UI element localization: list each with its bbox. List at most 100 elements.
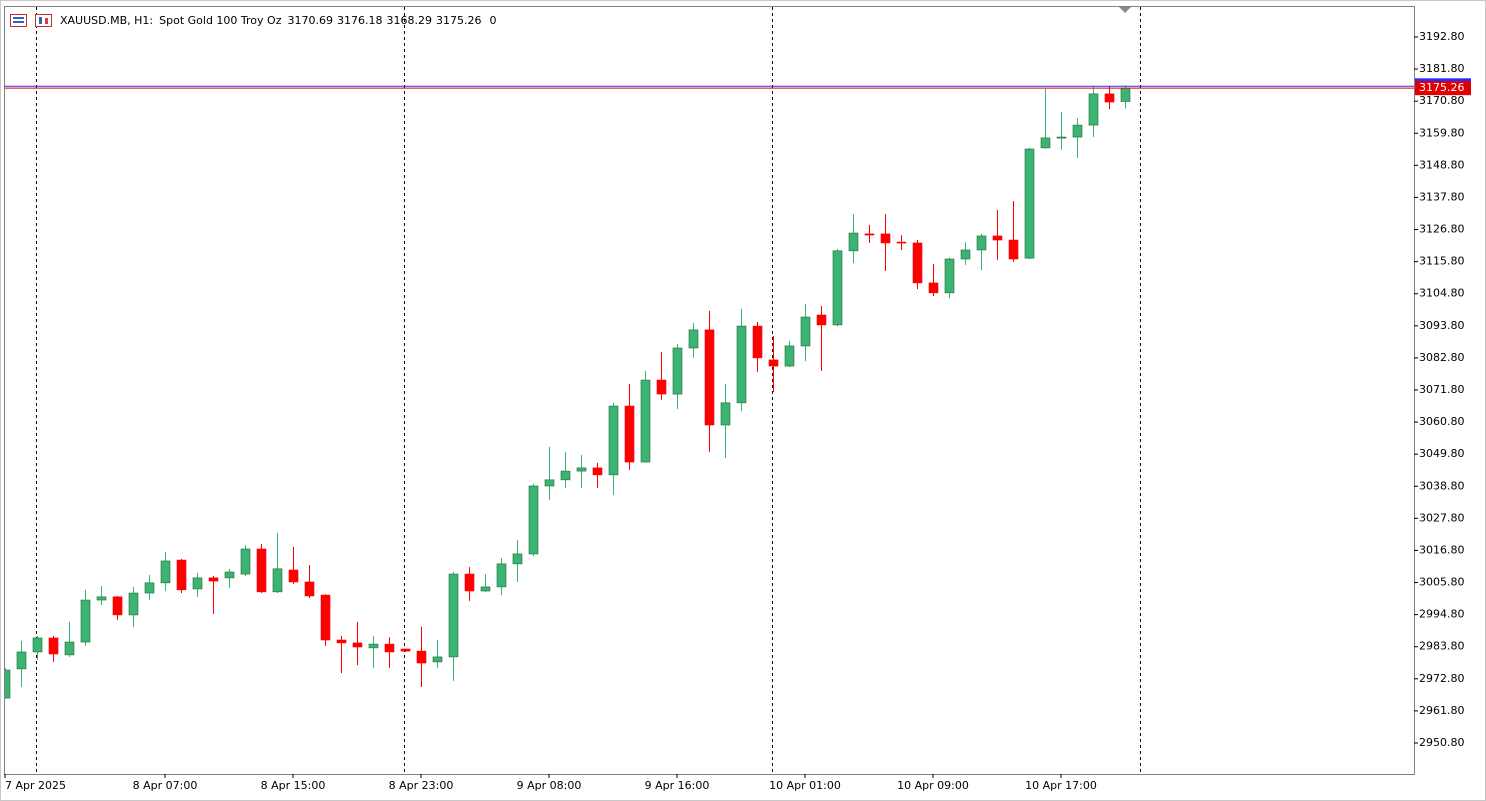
y-tick-label: 3093.80 — [1419, 319, 1465, 332]
candle-body — [32, 637, 43, 653]
y-tick-label: 3115.80 — [1419, 255, 1465, 268]
candle-body — [432, 656, 443, 663]
y-tick-label: 3137.80 — [1419, 190, 1465, 203]
candle-body — [80, 599, 91, 643]
candle-body — [608, 405, 619, 476]
candle-body — [400, 648, 411, 652]
candle-body — [528, 485, 539, 555]
candle-body — [1120, 87, 1131, 102]
y-tick-label: 2950.80 — [1419, 736, 1465, 749]
candle-body — [704, 329, 715, 426]
candle-body — [304, 581, 315, 597]
chart-icon[interactable] — [35, 13, 52, 27]
y-tick-label: 3148.80 — [1419, 158, 1465, 171]
candle-body — [96, 596, 107, 601]
x-tick-label: 9 Apr 16:00 — [645, 779, 710, 792]
candle-body — [752, 325, 763, 359]
candle-body — [848, 232, 859, 252]
candle-body — [880, 233, 891, 244]
candle-body — [240, 548, 251, 575]
y-tick-label: 2994.80 — [1419, 608, 1465, 621]
candle-body — [960, 249, 971, 260]
candle-body — [1072, 124, 1083, 138]
x-tick-label: 10 Apr 01:00 — [769, 779, 841, 792]
candle-body — [544, 479, 555, 487]
x-tick-label: 10 Apr 09:00 — [897, 779, 969, 792]
x-tick-label: 7 Apr 2025 — [5, 779, 66, 792]
y-tick-label: 3192.80 — [1419, 30, 1465, 43]
y-tick-label: 3181.80 — [1419, 62, 1465, 75]
candle-body — [5, 669, 11, 699]
chart-header: XAUUSD.MB, H1: Spot Gold 100 Troy Oz 317… — [10, 12, 502, 28]
last-open: 3170.69 — [287, 13, 333, 27]
candle-body — [336, 639, 347, 644]
y-tick-label: 3049.80 — [1419, 447, 1465, 460]
candle-body — [976, 235, 987, 251]
candle-body — [864, 233, 875, 236]
y-tick-label: 3170.80 — [1419, 94, 1465, 107]
candle-body — [496, 563, 507, 588]
candle-body — [944, 258, 955, 294]
candle-body — [720, 402, 731, 426]
candle-body — [1056, 136, 1067, 139]
candle-body — [1040, 137, 1051, 149]
x-tick-label: 9 Apr 08:00 — [517, 779, 582, 792]
y-tick-label: 3016.80 — [1419, 543, 1465, 556]
y-tick-label: 3159.80 — [1419, 126, 1465, 139]
y-tick-label: 2983.80 — [1419, 640, 1465, 653]
shift-marker — [1119, 7, 1131, 13]
x-tick-label: 8 Apr 07:00 — [133, 779, 198, 792]
candle-body — [384, 643, 395, 653]
candle-body — [480, 586, 491, 592]
period-separators — [36, 7, 1141, 774]
candle-body — [688, 329, 699, 349]
candle-body — [208, 577, 219, 582]
candle-body — [112, 596, 123, 616]
candle-body — [624, 405, 635, 463]
last-close: 3175.26 — [435, 13, 482, 27]
candle-body — [352, 642, 363, 648]
plot-area — [5, 85, 1414, 699]
candle-body — [448, 573, 459, 658]
candle-body — [256, 548, 267, 593]
candle-body — [1104, 93, 1115, 103]
menu-icon[interactable] — [10, 13, 27, 27]
candle-body — [736, 325, 747, 404]
candle-body — [928, 282, 939, 294]
ask-price-box — [1415, 78, 1471, 83]
y-tick-label: 3104.80 — [1419, 287, 1465, 300]
last-high: 3176.18 — [336, 13, 383, 27]
candle-body — [896, 241, 907, 244]
description: Spot Gold 100 Troy Oz — [159, 13, 282, 27]
candle-body — [672, 347, 683, 395]
candle-body — [64, 641, 75, 656]
candle-body — [560, 470, 571, 481]
candle-body — [272, 568, 283, 593]
candle-body — [800, 316, 811, 347]
candle-body — [816, 314, 827, 326]
candle-body — [368, 643, 379, 649]
candle-body — [640, 379, 651, 463]
candle-body — [224, 571, 235, 579]
bid-price-box — [1415, 81, 1471, 96]
candle-body — [1008, 239, 1019, 260]
x-tick-label: 10 Apr 17:00 — [1025, 779, 1097, 792]
bid-price-label: 3175.26 — [1419, 81, 1465, 94]
y-tick-label: 2961.80 — [1419, 704, 1465, 717]
candle-body — [320, 594, 331, 641]
y-tick-label: 3038.80 — [1419, 479, 1465, 492]
x-tick-label: 8 Apr 23:00 — [389, 779, 454, 792]
candle-body — [144, 582, 155, 594]
candle-body — [656, 379, 667, 395]
y-tick-label: 2972.80 — [1419, 672, 1465, 685]
candle-body — [416, 650, 427, 664]
candle-body — [992, 235, 1003, 241]
candle-body — [832, 250, 843, 326]
candle-body — [16, 651, 27, 670]
x-tick-label: 8 Apr 15:00 — [261, 779, 326, 792]
candle-body — [768, 359, 779, 367]
symbol: XAUUSD.MB, H1: — [60, 13, 154, 27]
candle-body — [784, 345, 795, 367]
candle-body — [128, 592, 139, 616]
